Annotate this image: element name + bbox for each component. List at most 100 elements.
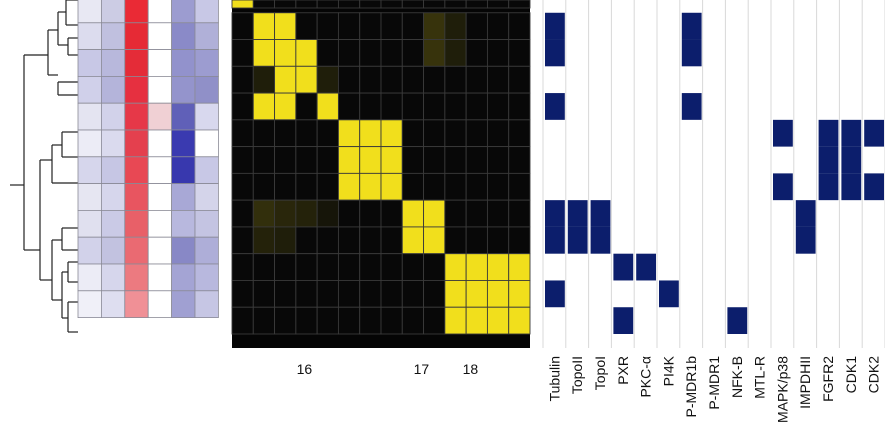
similarity-cell — [295, 226, 318, 255]
heatmap-cell — [171, 183, 196, 211]
heatmap-cell — [194, 156, 219, 185]
similarity-cell — [423, 65, 446, 94]
similarity-cell — [380, 0, 403, 9]
similarity-cell — [359, 39, 382, 67]
similarity-cell — [486, 39, 510, 67]
similarity-cell — [423, 226, 446, 255]
target-hit-cell — [727, 307, 748, 334]
target-label: FGFR2 — [820, 356, 836, 402]
target-hit-cell — [545, 12, 565, 40]
target-hit-cell — [567, 226, 588, 254]
heatmap-cell — [101, 290, 126, 318]
heatmap-cell — [194, 209, 219, 238]
heatmap-cell — [124, 263, 149, 292]
similarity-cell — [508, 0, 531, 9]
heatmap-cell — [124, 76, 149, 104]
heatmap-cell — [124, 209, 149, 238]
similarity-cell — [508, 39, 531, 67]
similarity-cell — [359, 92, 382, 121]
heatmap-cell — [147, 263, 172, 292]
cluster-label: 16 — [297, 361, 313, 377]
similarity-cell — [337, 306, 361, 335]
similarity-cell — [444, 172, 467, 201]
heatmap-cell — [124, 290, 149, 318]
similarity-cell — [231, 226, 254, 255]
similarity-cell — [295, 199, 318, 228]
similarity-cell — [337, 280, 361, 308]
heatmap-cell — [101, 22, 126, 50]
similarity-cell — [231, 12, 254, 40]
heatmap-cell — [171, 102, 196, 131]
similarity-cell — [401, 199, 425, 228]
heatmap-cell — [147, 183, 172, 211]
heatmap-cell — [194, 49, 219, 77]
similarity-cell — [231, 253, 254, 281]
similarity-cell — [444, 119, 467, 148]
similarity-cell — [401, 0, 425, 9]
similarity-cell — [316, 12, 339, 40]
similarity-cell — [444, 306, 467, 335]
similarity-cell — [465, 39, 488, 67]
heatmap-cell — [147, 236, 172, 265]
similarity-cell — [380, 39, 403, 67]
cluster-label: 17 — [414, 361, 430, 377]
target-hit-cell — [545, 280, 565, 308]
similarity-matrix — [231, 0, 531, 348]
similarity-cell — [486, 146, 510, 174]
heatmap-cell — [147, 209, 172, 238]
heatmap-cell — [101, 209, 126, 238]
similarity-cell — [295, 39, 318, 67]
similarity-cell — [401, 253, 425, 281]
similarity-cell — [380, 253, 403, 281]
heatmap-cell — [77, 22, 102, 50]
similarity-cell — [359, 226, 382, 255]
similarity-cell — [316, 65, 339, 94]
target-label: TopoI — [592, 356, 608, 390]
similarity-cell — [252, 65, 276, 94]
heatmap-cell — [194, 236, 219, 265]
heatmap-cell — [101, 236, 126, 265]
similarity-cell — [252, 146, 276, 174]
similarity-cell — [252, 92, 276, 121]
heatmap-cell — [124, 0, 149, 24]
similarity-cell — [316, 253, 339, 281]
heatmap-cell — [147, 129, 172, 158]
similarity-cell — [465, 92, 488, 121]
similarity-cell — [316, 199, 339, 228]
similarity-cell — [444, 12, 467, 40]
heatmap-cell — [124, 49, 149, 77]
cluster-label: 18 — [463, 361, 479, 377]
similarity-cell — [295, 306, 318, 335]
similarity-cell — [359, 146, 382, 174]
similarity-cell — [316, 119, 339, 148]
target-hit-cell — [841, 173, 862, 201]
similarity-cell — [337, 92, 361, 121]
similarity-cell — [444, 92, 467, 121]
heatmap-cell — [194, 290, 219, 318]
similarity-cell — [401, 39, 425, 67]
target-hit-cell — [818, 146, 839, 174]
similarity-cell — [423, 306, 446, 335]
similarity-cell — [423, 0, 446, 9]
similarity-cell — [423, 39, 446, 67]
similarity-cell — [359, 0, 382, 9]
target-hit-cell — [773, 119, 793, 147]
target-hit-cell — [681, 39, 702, 67]
target-hit-cell — [590, 226, 611, 254]
similarity-cell — [231, 92, 254, 121]
heatmap-cell — [147, 102, 172, 131]
similarity-cell — [401, 226, 425, 255]
heatmap-cell — [171, 263, 196, 292]
similarity-cell — [423, 12, 446, 40]
similarity-cell — [295, 119, 318, 148]
similarity-cell — [465, 0, 488, 9]
similarity-cell — [274, 306, 297, 335]
similarity-cell — [423, 92, 446, 121]
target-hit-cell — [545, 226, 565, 254]
similarity-cell — [316, 280, 339, 308]
similarity-cell — [274, 119, 297, 148]
similarity-cell — [508, 119, 531, 148]
similarity-cell — [274, 253, 297, 281]
heatmap-cell — [194, 263, 219, 292]
heatmap-cell — [194, 22, 219, 50]
